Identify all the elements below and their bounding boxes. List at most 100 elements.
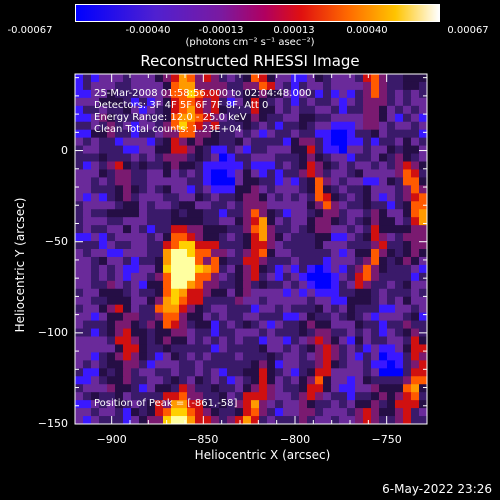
image-pixel xyxy=(179,145,188,155)
image-pixel xyxy=(379,193,388,202)
image-pixel xyxy=(91,328,100,337)
image-pixel xyxy=(259,256,268,266)
image-pixel xyxy=(371,105,380,115)
image-pixel xyxy=(371,264,380,274)
image-pixel xyxy=(83,185,92,194)
image-pixel xyxy=(307,416,316,425)
image-pixel xyxy=(411,376,420,385)
annotation-time-range: 25-Mar-2008 01:58:56.000 to 02:04:48.000 xyxy=(94,88,312,99)
image-pixel xyxy=(107,137,116,147)
image-pixel xyxy=(91,161,100,170)
image-pixel xyxy=(203,185,212,194)
image-pixel xyxy=(387,169,396,178)
image-pixel xyxy=(131,392,140,401)
image-pixel xyxy=(235,376,244,385)
image-pixel xyxy=(83,312,92,322)
image-pixel xyxy=(235,408,244,417)
image-pixel xyxy=(235,384,244,393)
image-pixel xyxy=(379,312,388,322)
image-pixel xyxy=(347,209,356,218)
image-pixel xyxy=(307,193,316,202)
image-pixel xyxy=(331,233,340,242)
image-pixel xyxy=(163,288,172,298)
image-pixel xyxy=(99,368,108,377)
image-pixel xyxy=(243,129,252,139)
image-pixel xyxy=(75,288,84,298)
image-pixel xyxy=(275,193,284,202)
image-pixel xyxy=(75,121,84,131)
image-pixel xyxy=(275,97,284,107)
image-pixel xyxy=(107,392,116,401)
image-pixel xyxy=(131,193,140,202)
image-pixel xyxy=(203,408,212,417)
image-pixel xyxy=(187,121,196,131)
image-pixel xyxy=(243,121,252,131)
image-pixel xyxy=(315,105,324,115)
image-pixel xyxy=(107,121,116,131)
image-pixel xyxy=(251,360,260,369)
image-pixel xyxy=(331,304,340,314)
image-pixel xyxy=(251,368,260,377)
image-pixel xyxy=(171,272,180,282)
image-pixel xyxy=(187,113,196,123)
image-pixel xyxy=(91,336,100,345)
image-pixel xyxy=(107,376,116,385)
image-pixel xyxy=(259,169,268,178)
image-pixel xyxy=(147,193,156,202)
image-pixel xyxy=(115,233,124,242)
image-pixel xyxy=(387,264,396,274)
image-pixel xyxy=(403,288,412,298)
image-pixel xyxy=(227,249,236,258)
image-pixel xyxy=(299,161,308,170)
image-pixel xyxy=(179,217,188,226)
image-pixel xyxy=(307,233,316,242)
image-pixel xyxy=(147,137,156,147)
image-pixel xyxy=(219,185,228,194)
image-pixel xyxy=(275,249,284,258)
image-pixel xyxy=(347,328,356,337)
image-pixel xyxy=(131,249,140,258)
image-pixel xyxy=(75,169,84,178)
image-pixel xyxy=(283,328,292,337)
image-pixel xyxy=(411,89,420,99)
image-pixel xyxy=(387,89,396,99)
image-pixel xyxy=(203,256,212,266)
image-pixel xyxy=(395,121,404,131)
image-pixel xyxy=(355,368,364,377)
image-pixel xyxy=(355,241,364,250)
annotation-peak-position: Position of Peak = [-861,-58] xyxy=(94,398,238,409)
image-pixel xyxy=(299,280,308,290)
image-pixel xyxy=(403,368,412,377)
image-pixel xyxy=(363,153,372,162)
image-pixel xyxy=(299,137,308,147)
image-pixel xyxy=(403,304,412,314)
image-pixel xyxy=(235,392,244,401)
image-pixel xyxy=(219,241,228,250)
image-pixel xyxy=(411,81,420,91)
image-pixel xyxy=(211,193,220,202)
image-pixel xyxy=(211,352,220,361)
image-pixel xyxy=(259,145,268,155)
image-pixel xyxy=(403,153,412,162)
image-pixel xyxy=(131,161,140,170)
image-pixel xyxy=(331,185,340,194)
image-pixel xyxy=(123,344,132,353)
image-pixel xyxy=(379,320,388,330)
image-pixel xyxy=(379,408,388,417)
image-pixel xyxy=(163,368,172,377)
image-pixel xyxy=(123,296,132,306)
image-pixel xyxy=(315,153,324,162)
image-pixel xyxy=(307,217,316,226)
image-pixel xyxy=(251,169,260,178)
image-pixel xyxy=(203,392,212,401)
image-pixel xyxy=(243,384,252,393)
image-pixel xyxy=(291,272,300,282)
image-pixel xyxy=(307,352,316,361)
image-pixel xyxy=(323,129,332,139)
image-pixel xyxy=(107,129,116,139)
image-pixel xyxy=(91,129,100,139)
colorbar-tick-label: -0.00013 xyxy=(198,25,244,36)
image-pixel xyxy=(299,113,308,123)
image-pixel xyxy=(387,209,396,218)
image-pixel xyxy=(331,376,340,385)
